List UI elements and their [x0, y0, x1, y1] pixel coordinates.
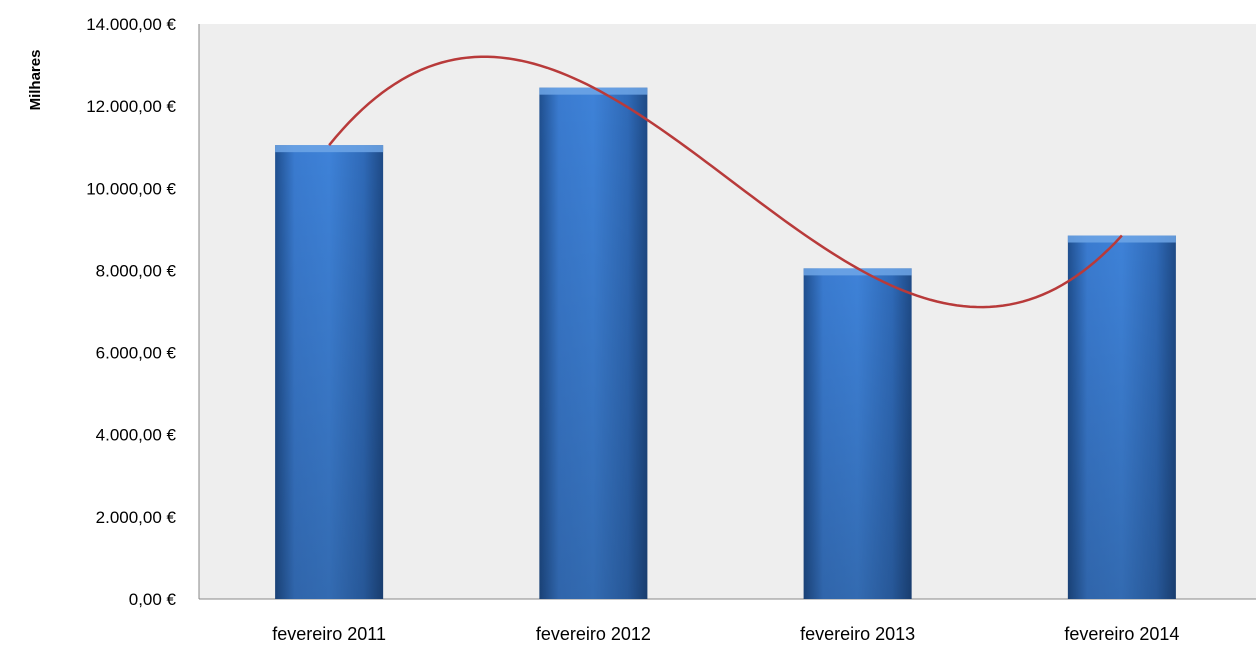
y-tick-label: 0,00 € — [129, 590, 177, 609]
y-axis-ticks: 0,00 € 2.000,00 € 4.000,00 € 6.000,00 € 8.00… — [86, 15, 176, 609]
bar — [803, 268, 912, 599]
x-tick-label: fevereiro 2012 — [536, 624, 651, 644]
y-tick-label: 10.000,00 € — [86, 179, 176, 198]
bar-cap — [1067, 235, 1176, 243]
bar-cap — [539, 87, 648, 95]
bar-shade — [275, 145, 384, 600]
bar — [1067, 235, 1176, 599]
bar — [275, 145, 384, 600]
bar-cap — [275, 145, 384, 153]
y-tick-label: 6.000,00 € — [96, 344, 177, 363]
trendline — [328, 55, 1123, 309]
y-tick-label: 4.000,00 € — [96, 426, 177, 445]
bar-shade — [1067, 235, 1176, 599]
y-tick-label: 8.000,00 € — [96, 261, 177, 280]
y-tick-label: 14.000,00 € — [86, 15, 176, 34]
bars-group — [275, 87, 1176, 600]
x-axis-ticks: fevereiro 2011 fevereiro 2012 fevereiro 20… — [272, 624, 1179, 644]
bar-shade — [539, 87, 648, 600]
bar — [539, 87, 648, 600]
bar-shade — [803, 268, 912, 599]
x-tick-label: fevereiro 2013 — [800, 624, 915, 644]
y-tick-label: 2.000,00 € — [96, 508, 177, 527]
x-tick-label: fevereiro 2011 — [272, 624, 386, 644]
y-axis-label: Milhares — [27, 50, 44, 111]
x-tick-label: fevereiro 2014 — [1064, 624, 1179, 644]
bar-cap — [803, 268, 912, 276]
trendline-group — [328, 55, 1123, 309]
y-tick-label: 12.000,00 € — [86, 97, 176, 116]
